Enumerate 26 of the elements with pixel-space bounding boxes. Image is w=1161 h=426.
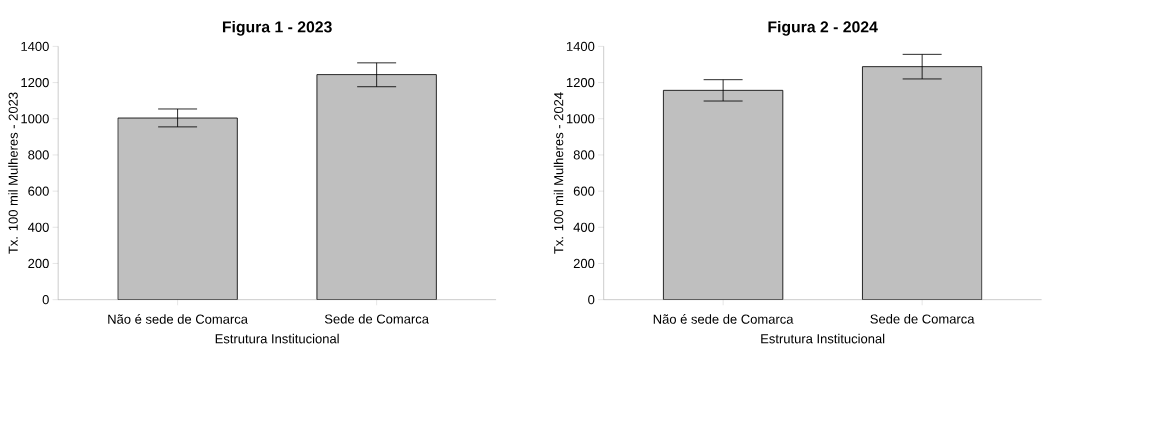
y-tick-label: 1000: [21, 114, 49, 124]
y-axis-title: Tx. 100 mil Mulheres - 2023: [8, 92, 18, 254]
y-tick-label: 1000: [566, 114, 595, 124]
y-tick-label: 0: [42, 295, 49, 305]
x-tick-label: Não é sede de Comarca: [653, 314, 794, 324]
y-tick-label: 800: [573, 150, 595, 160]
y-tick-label: 400: [573, 222, 595, 232]
y-tick-label: 200: [28, 258, 49, 269]
y-tick-label: 0: [588, 295, 595, 305]
y-tick-label: 200: [573, 258, 595, 269]
y-tick-label: 1200: [566, 78, 595, 88]
y-tick-label: 400: [27, 222, 49, 232]
y-tick-label: 1200: [21, 78, 49, 88]
x-tick-label: Sede de Comarca: [870, 314, 975, 324]
chart-title: Figura 1 - 2023: [222, 21, 332, 36]
chart-title: Figura 2 - 2024: [768, 21, 878, 36]
y-tick-label: 1400: [21, 41, 49, 52]
y-tick-label: 800: [28, 150, 49, 160]
x-axis-title: Estrutura Institucional: [215, 333, 339, 344]
y-axis-title: Tx. 100 mil Mulheres - 2024: [553, 92, 564, 254]
x-tick-label: Sede de Comarca: [324, 314, 429, 324]
y-tick-label: 1400: [566, 41, 595, 52]
x-tick-label: Não é sede de Comarca: [108, 314, 248, 324]
y-tick-label: 600: [28, 186, 49, 196]
y-tick-label: 600: [573, 186, 595, 196]
x-axis-title: Estrutura Institucional: [761, 333, 885, 344]
